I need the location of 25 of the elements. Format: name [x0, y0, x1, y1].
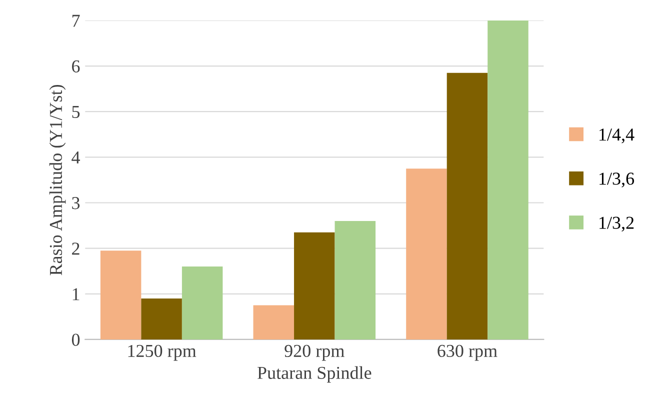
y-tick-label: 0 — [72, 334, 80, 346]
x-axis-title: Putaran Spindle — [258, 366, 372, 383]
y-tick-label: 1 — [72, 288, 80, 300]
y-axis-title: Rasio Amplitudo (Y1/Yst) — [49, 84, 66, 276]
y-tick-label: 7 — [72, 14, 80, 27]
y-tick-label: 6 — [72, 60, 80, 72]
bar — [446, 72, 488, 340]
y-tick-label: 2 — [72, 242, 80, 255]
legend-label: 1/3,6 — [600, 172, 634, 188]
x-tick-label: 920 rpm — [284, 344, 344, 361]
y-tick-label: 4 — [72, 152, 80, 164]
bar — [488, 20, 528, 340]
bar — [141, 298, 182, 340]
y-tick-label: 3 — [72, 197, 80, 210]
x-tick-label: 1250 rpm — [128, 344, 196, 361]
legend-label: 1/4,4 — [600, 128, 634, 144]
bar — [334, 220, 376, 340]
legend-label: 1/3,2 — [600, 216, 634, 232]
bar — [294, 232, 335, 340]
y-tick-label: 5 — [72, 106, 80, 118]
x-tick-label: 630 rpm — [438, 344, 498, 361]
bar — [253, 305, 294, 340]
bar — [100, 250, 142, 340]
bar — [182, 266, 223, 340]
bar — [406, 168, 447, 340]
